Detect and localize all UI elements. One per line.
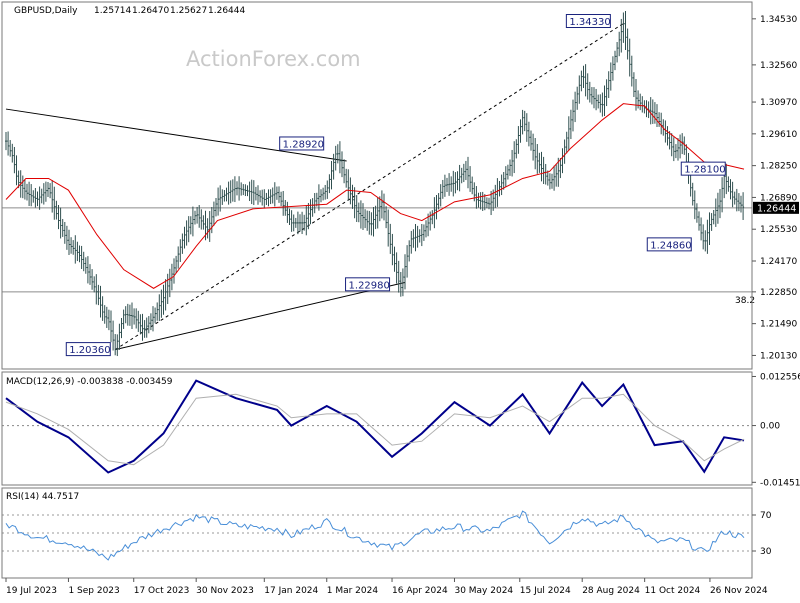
- x-tick-label: 28 Aug 2024: [582, 586, 640, 596]
- x-tick-label: 17 Jan 2024: [264, 586, 318, 596]
- last-price-tag-label: 1.26444: [757, 203, 796, 214]
- x-tick-label: 30 Nov 2023: [196, 586, 254, 596]
- price-y-tick-label: 1.30970: [760, 98, 797, 108]
- macd-y-tick-label: -0.01451: [760, 478, 800, 488]
- price-annotation-text: 1.34330: [569, 17, 610, 28]
- ohlc-close: 1.26444: [208, 6, 245, 16]
- x-tick-label: 1 Sep 2023: [68, 586, 119, 596]
- trendline-1: [115, 282, 405, 351]
- x-tick-label: 1 Mar 2024: [327, 586, 379, 596]
- chart-header: GBPUSD,Daily 1.25714 1.26470 1.25627 1.2…: [14, 6, 245, 16]
- rsi-frame: [1, 487, 753, 579]
- macd-plot: [2, 379, 752, 474]
- macd-signal-line: [5, 393, 745, 466]
- price-y-tick-label: 1.29610: [760, 130, 797, 140]
- macd-line: [5, 379, 745, 474]
- price-y-tick-label: 1.28250: [760, 162, 797, 172]
- macd-panel: MACD(12,26,9) -0.003838 -0.003459: [2, 377, 752, 474]
- rsi-y-tick-label: 70: [760, 511, 772, 521]
- price-y-tick-label: 1.34530: [760, 15, 797, 25]
- macd-frame: [1, 371, 753, 486]
- chart-symbol-title: GBPUSD,Daily: [14, 6, 78, 16]
- last-price-tag: [753, 201, 799, 214]
- rsi-line: [5, 510, 745, 561]
- price-annotation-box: [646, 237, 692, 252]
- price-frame: [1, 1, 753, 370]
- x-tick-label: 16 Apr 2024: [392, 586, 448, 596]
- price-annotation-text: 1.24860: [650, 240, 691, 251]
- x-tick-label: 11 Oct 2024: [645, 586, 701, 596]
- price-annotation-text: 1.28920: [283, 139, 324, 150]
- x-tick-label: 19 Jul 2023: [6, 586, 57, 596]
- price-annotation: 1.20360: [65, 342, 111, 357]
- macd-title: MACD(12,26,9) -0.003838 -0.003459: [6, 377, 173, 387]
- price-y-tick-label: 1.21490: [760, 320, 797, 330]
- rsi-plot: [2, 510, 752, 561]
- price-annotation: 1.28920: [279, 136, 325, 151]
- watermark: ActionForex.com: [186, 47, 361, 71]
- price-y-tick-label: 1.25530: [760, 225, 797, 235]
- price-annotation-box: [345, 277, 391, 292]
- ohlc-open: 1.25714: [94, 6, 131, 16]
- price-annotation: 1.28100: [680, 161, 726, 176]
- ohlc-low: 1.25627: [170, 6, 207, 16]
- price-plot: 1.34330 1.28920 1.28100 1.24860 1.22980 1.203…: [2, 11, 752, 357]
- rsi-title: RSI(14) 44.7517: [6, 492, 79, 502]
- trendline-0: [5, 108, 347, 162]
- ohlc-high: 1.26470: [132, 6, 169, 16]
- fib-level-label: 38.2: [735, 296, 755, 306]
- rsi-y-tick-label: 30: [760, 547, 772, 557]
- moving-average-line: [5, 103, 745, 289]
- price-panel: ActionForex.com GBPUSD,Daily 1.25714 1.2…: [2, 6, 755, 357]
- x-tick-label: 30 May 2024: [454, 586, 513, 596]
- rsi-panel: RSI(14) 44.7517: [2, 492, 752, 561]
- price-y-tick-label: 1.24170: [760, 257, 797, 267]
- price-annotation-box: [65, 342, 111, 357]
- x-tick-label: 15 Jul 2024: [520, 586, 571, 596]
- macd-y-tick-label: 0.00: [760, 422, 780, 432]
- price-annotation-box: [565, 14, 611, 29]
- price-y-tick-label: 1.20130: [760, 351, 797, 361]
- price-bars: [5, 11, 745, 357]
- price-y-tick-label: 1.22850: [760, 288, 797, 298]
- price-annotation: 1.24860: [646, 237, 692, 252]
- price-annotation-box: [279, 136, 325, 151]
- price-annotation: 1.34330: [565, 14, 611, 29]
- macd-y-tick-label: 0.012556: [760, 372, 800, 382]
- price-annotation-text: 1.22980: [349, 280, 390, 291]
- price-y-tick-label: 1.32560: [760, 61, 797, 71]
- price-annotation-text: 1.20360: [69, 345, 110, 356]
- price-annotation-box: [680, 161, 726, 176]
- x-tick-label: 17 Oct 2023: [134, 586, 190, 596]
- x-tick-label: 26 Nov 2024: [710, 586, 768, 596]
- price-annotation-text: 1.28100: [684, 165, 725, 176]
- price-y-tick-label: 1.26890: [760, 193, 797, 203]
- price-annotation: 1.22980: [345, 277, 391, 292]
- trendline-2: [115, 23, 624, 351]
